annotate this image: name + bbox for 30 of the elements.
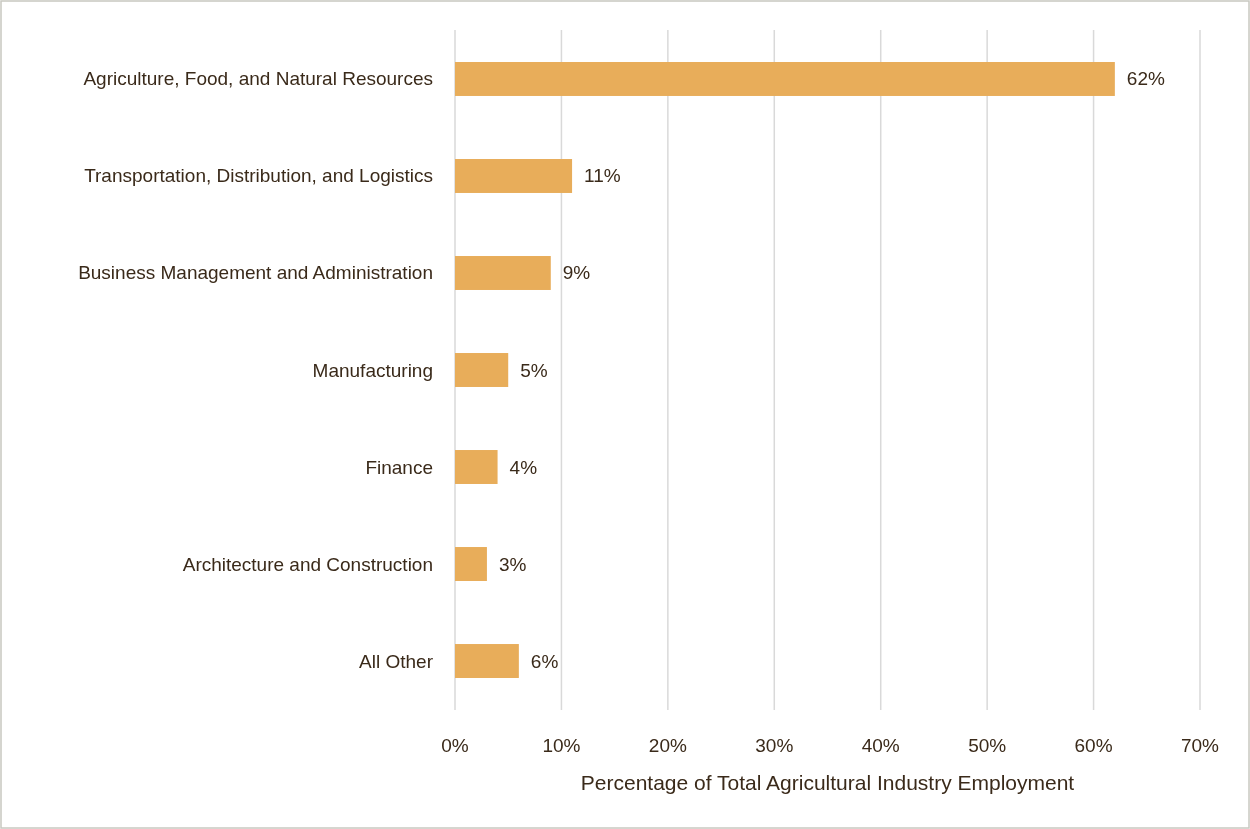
y-tick-label: Agriculture, Food, and Natural Resources: [83, 68, 433, 90]
y-tick-label: Finance: [365, 456, 433, 478]
y-tick-label: Business Management and Administration: [78, 262, 433, 284]
bar: [455, 547, 487, 581]
data-label: 4%: [509, 456, 538, 478]
x-tick-label: 40%: [861, 734, 900, 756]
data-label: 9%: [562, 262, 591, 284]
bar: [455, 450, 498, 484]
y-tick-label: All Other: [359, 650, 434, 672]
y-tick-label: Manufacturing: [312, 359, 433, 381]
x-axis-title: Percentage of Total Agricultural Industry Employment: [580, 770, 1075, 794]
data-label: 3%: [498, 553, 527, 575]
x-tick-label: 50%: [968, 734, 1007, 756]
x-tick-label: 20%: [648, 734, 687, 756]
bar: [455, 159, 573, 193]
data-label: 6%: [530, 650, 559, 672]
y-tick-label: Architecture and Construction: [182, 553, 433, 575]
x-tick-label: 70%: [1180, 734, 1220, 756]
bar: [455, 62, 1115, 96]
y-tick-label: Transportation, Distribution, and Logistics: [84, 165, 433, 187]
data-label: 11%: [584, 165, 621, 187]
data-label: 5%: [520, 359, 548, 381]
x-tick-label: 10%: [542, 734, 581, 756]
x-tick-label: 60%: [1074, 734, 1113, 756]
bar: [455, 644, 519, 678]
x-tick-label: 0%: [441, 734, 469, 756]
bar: [455, 353, 509, 387]
data-label: 62%: [1126, 68, 1165, 90]
x-tick-label: 30%: [755, 734, 794, 756]
bar: [455, 256, 551, 290]
